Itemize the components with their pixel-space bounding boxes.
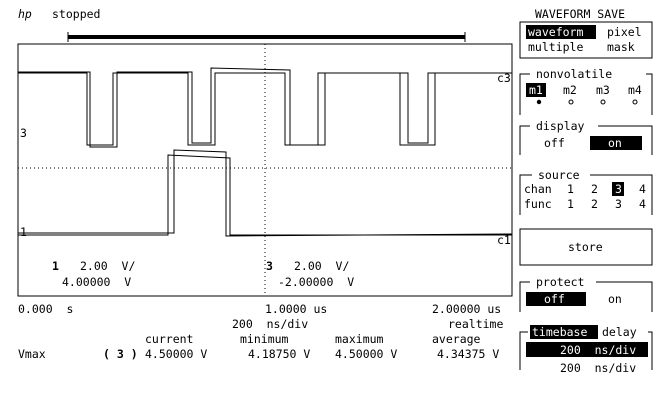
channel-scale: 2.00 V/ <box>80 259 135 273</box>
softkey[interactable]: display off on <box>519 119 653 155</box>
meas-header: minimum <box>240 332 289 346</box>
highlight <box>530 325 598 339</box>
meas-value: 4.50000 V <box>145 347 207 361</box>
option: 1 <box>567 182 574 196</box>
option: on <box>608 292 622 306</box>
channel-scale: 2.00 V/ <box>294 259 349 273</box>
softkey[interactable]: timebase delay 200 ns/div 200 ns/div <box>519 325 653 375</box>
softkey-label: store <box>568 240 603 254</box>
meas-value: 4.50000 V <box>335 347 397 361</box>
record-bar <box>68 35 465 39</box>
option: 3 <box>615 197 622 211</box>
softkey[interactable]: waveform pixel multiple mask <box>519 21 653 59</box>
softkey-frame <box>519 125 653 155</box>
softkey[interactable]: nonvolatile m1 m2 m3 m4 <box>519 67 653 115</box>
meas-value: 4.18750 V <box>248 347 310 361</box>
option: m1 <box>529 83 543 97</box>
option: 3 <box>615 182 622 196</box>
softkey-frame <box>519 174 653 215</box>
channel-number: 3 <box>266 259 273 273</box>
acq-mode: realtime <box>448 317 503 331</box>
meas-header: current <box>145 332 193 346</box>
softkey-title: protect <box>536 275 584 289</box>
delay-value: 200 ns/div <box>560 361 636 375</box>
channel-offset: -2.00000 V <box>278 275 354 289</box>
highlight <box>526 342 648 357</box>
highlight <box>526 25 596 39</box>
trace-1 <box>18 154 512 236</box>
time-start: 0.000 s <box>18 302 73 316</box>
option: 2 <box>591 182 598 196</box>
option: m2 <box>563 83 577 97</box>
trace-label: c1 <box>497 233 511 247</box>
time-center: 1.0000 us <box>265 302 327 316</box>
highlight <box>612 182 624 196</box>
meas-value: 4.34375 V <box>437 347 499 361</box>
timebase-value: 200 ns/div <box>560 343 636 357</box>
option: off <box>544 292 565 306</box>
trace-1-ghost <box>18 149 513 237</box>
option: off <box>544 136 565 150</box>
option: mask <box>607 40 635 54</box>
option: 4 <box>639 182 646 196</box>
channel-marker: 3 <box>20 126 27 140</box>
softkey-frame <box>519 331 653 370</box>
slot-indicator <box>632 99 638 105</box>
trace-3-ghost <box>18 67 512 148</box>
softkey[interactable]: protect off on <box>519 275 653 312</box>
option: timebase <box>532 325 587 339</box>
softkey-frame <box>519 21 653 59</box>
slot-indicator <box>600 99 606 105</box>
option: 4 <box>639 197 646 211</box>
option: m4 <box>628 83 642 97</box>
softkey-title: display <box>536 119 585 133</box>
highlight <box>590 136 642 150</box>
option: chan <box>524 182 552 196</box>
option: pixel <box>607 25 642 39</box>
meas-header: maximum <box>335 332 384 346</box>
softkey[interactable]: source chan 1 2 3 4 func 1 2 3 4 <box>519 168 653 215</box>
softkey-frame <box>519 228 653 266</box>
status: stopped <box>52 7 100 21</box>
highlight <box>526 292 586 306</box>
time-scale: 200 ns/div <box>232 317 308 331</box>
option: on <box>608 136 622 150</box>
option: 1 <box>567 197 574 211</box>
logo: hp <box>18 7 32 21</box>
softkey-frame <box>519 281 653 312</box>
meas-header: average <box>432 332 481 346</box>
option: multiple <box>528 40 583 54</box>
highlight <box>526 83 546 97</box>
channel-number: 1 <box>52 259 59 273</box>
softkey-title: nonvolatile <box>536 67 612 81</box>
channel-marker: 1 <box>20 225 27 239</box>
channel-offset: 4.00000 V <box>62 275 131 289</box>
softkey-title: source <box>538 168 580 182</box>
softkey-frame <box>519 73 653 115</box>
option: func <box>524 197 552 211</box>
meas-label: Vmax <box>18 347 46 361</box>
softkey[interactable]: store <box>519 228 653 266</box>
option: 2 <box>591 197 598 211</box>
option: waveform <box>528 25 583 39</box>
slot-indicator <box>568 99 574 105</box>
time-end: 2.00000 us <box>432 302 501 316</box>
slot-indicator <box>536 99 542 105</box>
option: delay <box>602 325 637 339</box>
meas-source: ( 3 ) <box>103 347 138 361</box>
menu-title: WAVEFORM SAVE <box>535 7 625 21</box>
trace-3 <box>18 72 512 146</box>
trace-label: c3 <box>497 71 511 85</box>
option: m3 <box>596 83 610 97</box>
